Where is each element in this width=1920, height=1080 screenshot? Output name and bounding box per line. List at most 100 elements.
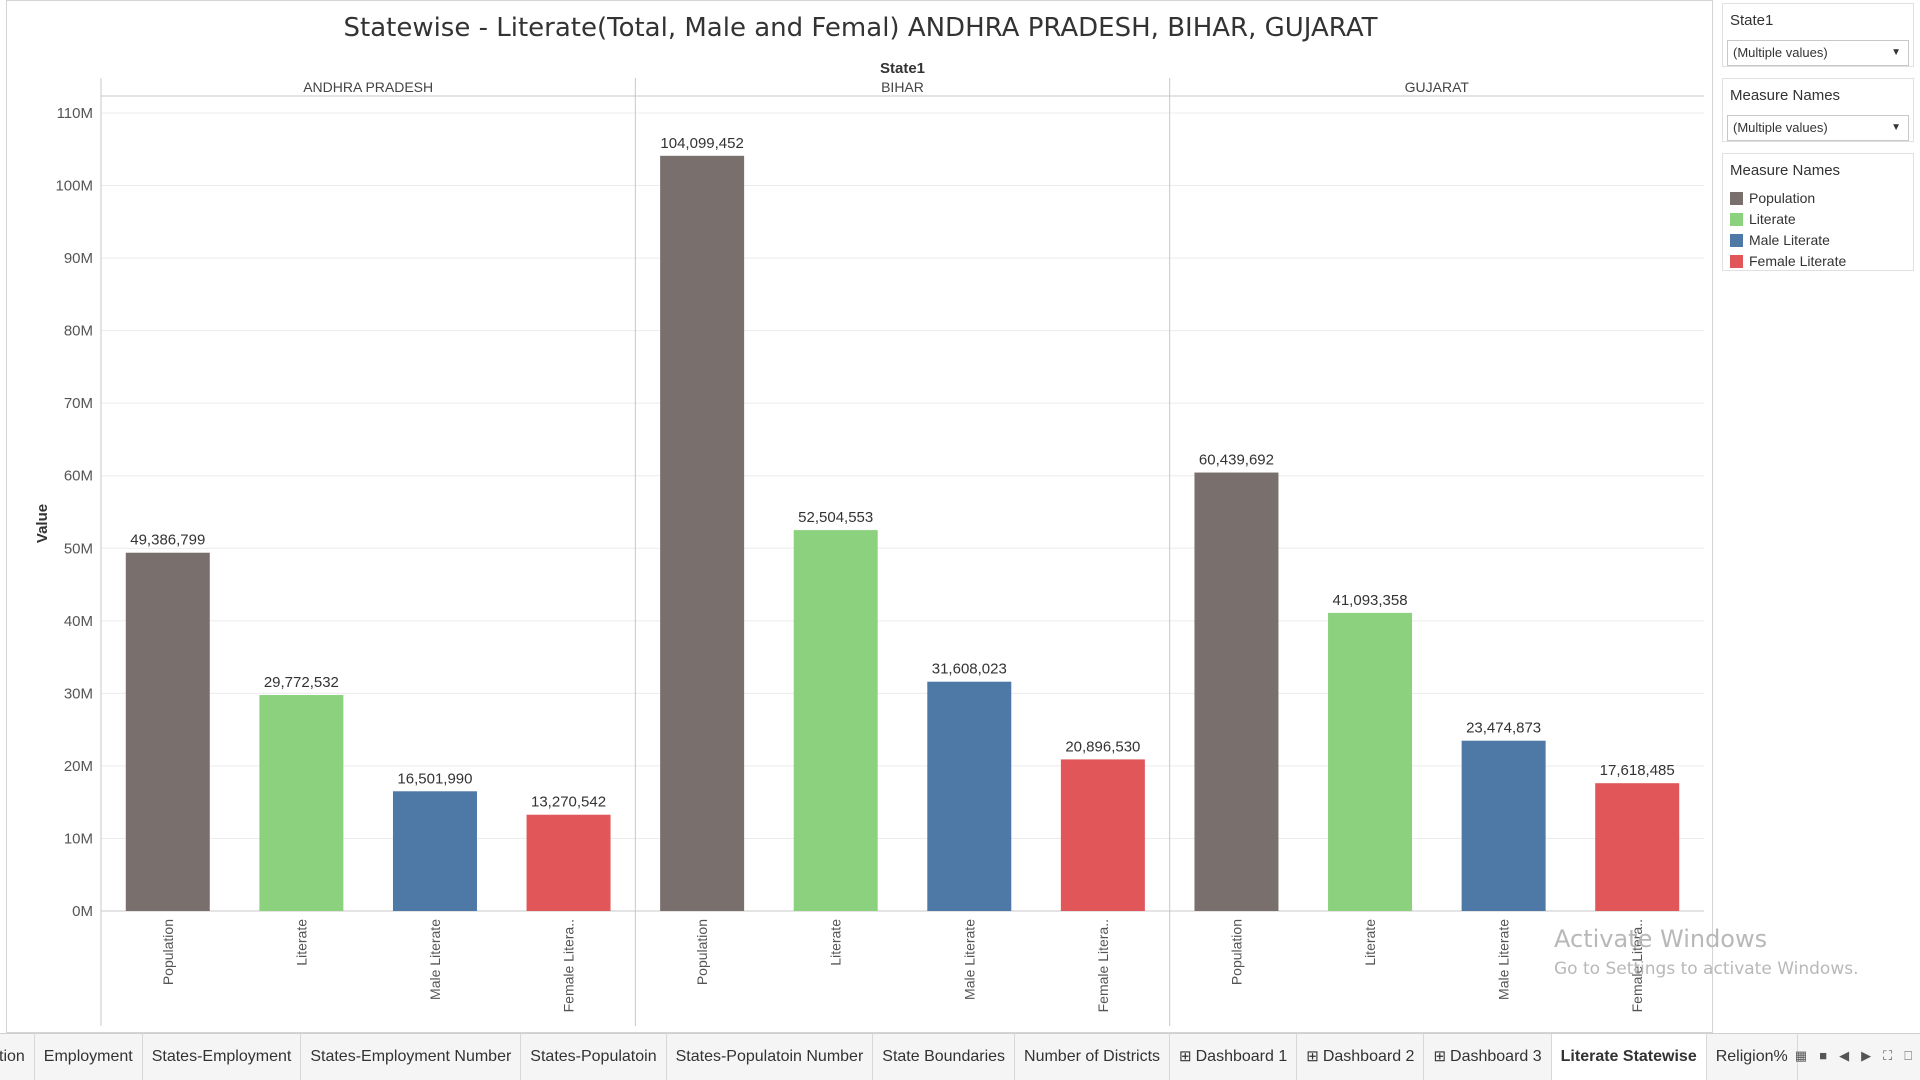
- y-axis-label: Value: [34, 504, 51, 543]
- data-label: 31,608,023: [932, 661, 1007, 678]
- measure-filter-card: Measure Names (Multiple values) ▼: [1722, 78, 1914, 142]
- legend-label: Literate: [1749, 211, 1796, 227]
- chart-area: Statewise - Literate(Total, Male and Fem…: [6, 0, 1713, 1033]
- x-tick-label: Population: [1228, 919, 1244, 985]
- fullscreen-icon[interactable]: ⛶: [1883, 1048, 1893, 1063]
- sheet-tab[interactable]: States-Employment Number: [301, 1034, 522, 1080]
- sheet-tab[interactable]: Number of Districts: [1015, 1034, 1171, 1080]
- data-label: 20,896,530: [1065, 738, 1140, 755]
- sheet-tab[interactable]: ⊞ Dashboard 1: [1170, 1034, 1298, 1080]
- y-tick-label: 30M: [64, 685, 93, 702]
- sheet-tab-label: States-Populatoin: [530, 1048, 657, 1065]
- sheet-tab-label: tion: [0, 1048, 25, 1065]
- measure-filter-value: (Multiple values): [1733, 120, 1828, 135]
- panel-header: BIHAR: [881, 79, 924, 95]
- chart-title: Statewise - Literate(Total, Male and Fem…: [343, 13, 1378, 43]
- windows-activation-watermark: Activate Windows Go to Settings to activ…: [1554, 925, 1859, 979]
- sheet-tab[interactable]: States-Populatoin Number: [667, 1034, 874, 1080]
- legend-swatch: [1730, 234, 1743, 247]
- y-tick-label: 110M: [57, 105, 93, 122]
- y-tick-label: 50M: [64, 540, 93, 557]
- bar: [1194, 472, 1279, 911]
- presentation-icon[interactable]: ⎕: [1904, 1048, 1912, 1063]
- prev-sheet-icon[interactable]: ◀: [1839, 1048, 1850, 1063]
- state-filter-title: State1: [1730, 12, 1774, 29]
- y-tick-label: 10M: [64, 830, 93, 847]
- y-tick-label: 100M: [55, 178, 93, 195]
- sheet-tab-label: Dashboard 3: [1450, 1048, 1542, 1065]
- data-label: 104,099,452: [660, 135, 743, 152]
- legend-label: Population: [1749, 190, 1816, 206]
- bar: [259, 695, 344, 911]
- side-panel: State1 (Multiple values) ▼ Measure Names…: [1718, 0, 1920, 1033]
- x-tick-label: Literate: [1362, 919, 1378, 966]
- x-tick-label: Literate: [293, 919, 309, 966]
- data-label: 16,501,990: [397, 770, 472, 787]
- bar: [1595, 783, 1680, 911]
- y-tick-label: 20M: [64, 758, 93, 775]
- panel-header: ANDHRA PRADESH: [303, 79, 433, 95]
- x-tick-label: Male Literate: [427, 919, 443, 1000]
- data-label: 29,772,532: [264, 674, 339, 691]
- measure-filter-title: Measure Names: [1730, 87, 1841, 104]
- bar: [392, 791, 477, 911]
- panel-header: GUJARAT: [1405, 79, 1470, 95]
- x-tick-label: Female Litera..: [1629, 919, 1645, 1012]
- sheet-tab-label: States-Employment Number: [310, 1048, 512, 1065]
- x-tick-label: Population: [160, 919, 176, 985]
- sheet-tab[interactable]: State Boundaries: [873, 1034, 1016, 1080]
- film-strip-icon[interactable]: ■: [1819, 1048, 1828, 1063]
- y-tick-label: 90M: [64, 250, 93, 267]
- legend-swatch: [1730, 192, 1743, 205]
- next-sheet-icon[interactable]: ▶: [1861, 1048, 1872, 1063]
- legend-label: Female Literate: [1749, 253, 1847, 269]
- measure-filter-dropdown[interactable]: (Multiple values) ▼: [1727, 115, 1909, 141]
- data-label: 23,474,873: [1466, 720, 1541, 737]
- sheet-tab[interactable]: States-Employment: [143, 1034, 302, 1080]
- legend-items: Population Literate Male Literate Female Li…: [1723, 188, 1913, 272]
- data-label: 49,386,799: [130, 532, 205, 549]
- data-label: 52,504,553: [798, 509, 873, 526]
- sheet-tab[interactable]: Literate Statewise: [1551, 1034, 1707, 1080]
- legend-swatch: [1730, 255, 1743, 268]
- grid-view-icon[interactable]: ▦: [1794, 1048, 1808, 1063]
- legend-item[interactable]: Population: [1723, 188, 1913, 209]
- bar: [1461, 740, 1546, 911]
- sheet-tab[interactable]: States-Populatoin: [521, 1034, 667, 1080]
- legend-item[interactable]: Male Literate: [1723, 230, 1913, 251]
- state-filter-value: (Multiple values): [1733, 45, 1828, 60]
- state-filter-dropdown[interactable]: (Multiple values) ▼: [1727, 40, 1909, 66]
- sheet-tab-label: States-Populatoin Number: [675, 1048, 864, 1065]
- sheet-tab[interactable]: Employment: [35, 1034, 143, 1080]
- sheet-tab-label: Dashboard 2: [1322, 1048, 1415, 1065]
- bar: [125, 552, 210, 911]
- x-tick-label: Male Literate: [1496, 919, 1512, 1000]
- x-tick-label: Female Litera..: [561, 919, 577, 1012]
- sheet-tab[interactable]: ⊞ Dashboard 3: [1424, 1034, 1552, 1080]
- sheet-tab[interactable]: Religion%: [1707, 1034, 1798, 1080]
- data-label: 41,093,358: [1333, 592, 1408, 609]
- legend-card: Measure Names Population Literate Male Lit…: [1722, 153, 1914, 271]
- dashboard-icon: ⊞: [1433, 1048, 1447, 1065]
- data-label: 60,439,692: [1199, 452, 1274, 469]
- legend-title: Measure Names: [1730, 162, 1841, 179]
- dashboard-icon: ⊞: [1179, 1048, 1192, 1065]
- legend-swatch: [1730, 213, 1743, 226]
- bar: [526, 814, 611, 911]
- bar-chart: 0M 10M 20M 30M 40M 50M 60M 70M 80M 90M 100M 110M Val…: [34, 60, 1704, 1026]
- y-tick-label: 70M: [64, 395, 93, 412]
- y-tick-label: 40M: [64, 613, 93, 630]
- sheet-tab-label: Number of Districts: [1024, 1048, 1161, 1065]
- bar: [1328, 612, 1413, 911]
- sheet-tab-label: Dashboard 1: [1195, 1048, 1288, 1065]
- sheet-tab[interactable]: tion: [0, 1034, 35, 1080]
- legend-item[interactable]: Female Literate: [1723, 251, 1913, 272]
- data-label: 13,270,542: [531, 794, 606, 811]
- x-tick-label: Female Litera..: [1095, 919, 1111, 1012]
- y-tick-label: 0M: [72, 903, 93, 920]
- legend-item[interactable]: Literate: [1723, 209, 1913, 230]
- bar: [927, 681, 1012, 911]
- sheet-tab[interactable]: ⊞ Dashboard 2: [1297, 1034, 1425, 1080]
- sheet-tab-label: Employment: [43, 1048, 133, 1065]
- x-tick-label: Literate: [828, 919, 844, 966]
